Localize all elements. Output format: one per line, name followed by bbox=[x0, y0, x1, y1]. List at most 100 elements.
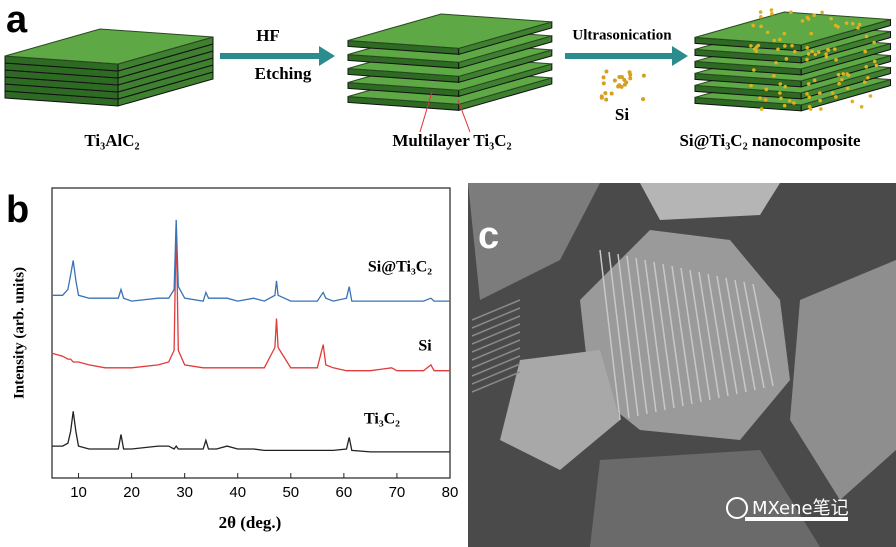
si-particle bbox=[836, 25, 840, 29]
sem-stripe bbox=[707, 273, 729, 397]
sem-stripe bbox=[617, 253, 639, 417]
series-label: Ti₃C₂ bbox=[364, 411, 400, 428]
si-particle bbox=[759, 107, 764, 111]
si-particle bbox=[813, 52, 818, 57]
si-particle bbox=[805, 92, 809, 96]
si-particle bbox=[604, 69, 609, 74]
si-particle bbox=[776, 47, 780, 52]
si-particle bbox=[874, 63, 879, 68]
sem-particle bbox=[580, 230, 790, 440]
si-particle bbox=[863, 49, 867, 54]
si-particle bbox=[872, 40, 876, 45]
sem-stripe bbox=[662, 263, 684, 407]
sem-stripe bbox=[471, 355, 521, 377]
si-label: Si bbox=[615, 105, 629, 124]
si-particle bbox=[818, 91, 822, 95]
si-particle bbox=[809, 31, 813, 36]
layer-top bbox=[694, 11, 891, 46]
si-particle bbox=[857, 22, 862, 27]
si-particle bbox=[779, 96, 783, 101]
si-particle bbox=[824, 52, 828, 56]
plot-frame bbox=[51, 187, 451, 479]
sem-stripe bbox=[653, 261, 675, 409]
x-tick-label: 10 bbox=[70, 484, 87, 501]
sem-stripe bbox=[752, 283, 774, 387]
sem-particle bbox=[640, 183, 780, 220]
si-particle bbox=[850, 21, 855, 26]
si-particle bbox=[770, 11, 774, 16]
x-axis-label: 2θ (deg.) bbox=[219, 513, 282, 532]
si-particle bbox=[778, 91, 782, 95]
si-particle bbox=[599, 95, 604, 100]
si-particle bbox=[859, 105, 864, 109]
si-particle bbox=[820, 10, 824, 15]
pointer bbox=[457, 99, 471, 133]
si-particle bbox=[840, 77, 844, 82]
material-label: Ti₃AlC₂ bbox=[84, 131, 139, 150]
si-particle bbox=[622, 77, 627, 82]
si-particle bbox=[782, 103, 787, 108]
panel-c: MXene笔记 c bbox=[468, 183, 896, 547]
si-particle bbox=[834, 58, 838, 62]
si-particle bbox=[805, 45, 809, 50]
si-particle bbox=[772, 38, 777, 43]
material-label: Multilayer Ti₃C₂ bbox=[392, 131, 511, 150]
pointer bbox=[419, 91, 433, 133]
sem-stripe bbox=[644, 259, 666, 411]
si-particle bbox=[790, 43, 794, 48]
si-particle bbox=[829, 16, 833, 21]
x-tick-label: 30 bbox=[176, 484, 193, 501]
arrow-head bbox=[672, 46, 688, 66]
panel-letter: a bbox=[6, 0, 28, 41]
si-particle bbox=[819, 107, 823, 111]
si-particle bbox=[856, 26, 860, 30]
layer-top bbox=[4, 28, 214, 65]
arrow-head bbox=[319, 46, 335, 66]
si-particle bbox=[759, 24, 763, 29]
si-particle bbox=[758, 96, 762, 100]
sem-stripe bbox=[608, 251, 630, 419]
si-particle bbox=[783, 44, 787, 48]
sem-stripe bbox=[689, 269, 711, 401]
sem-stripe bbox=[471, 339, 521, 361]
si-particle bbox=[807, 95, 812, 100]
si-particle bbox=[751, 23, 755, 28]
si-particle bbox=[787, 98, 792, 103]
watermark: MXene笔记 bbox=[752, 498, 849, 519]
si-particle bbox=[765, 30, 770, 35]
si-particle bbox=[792, 101, 796, 105]
si-particle bbox=[872, 59, 877, 64]
si-particle bbox=[824, 55, 829, 59]
si-particle bbox=[617, 74, 622, 79]
si-particle bbox=[604, 97, 609, 102]
si-particle bbox=[808, 107, 813, 111]
si-particle bbox=[826, 47, 830, 52]
sem-stripe bbox=[698, 271, 720, 399]
si-particle bbox=[641, 73, 646, 78]
sem-particle bbox=[790, 260, 896, 500]
sem-particle bbox=[468, 183, 600, 300]
series-line bbox=[52, 411, 450, 453]
si-particle bbox=[628, 76, 633, 81]
sem-stripe bbox=[471, 315, 521, 337]
sem-stripe bbox=[725, 277, 747, 393]
si-particle bbox=[769, 8, 774, 12]
si-particle bbox=[816, 50, 821, 54]
si-particle bbox=[792, 49, 797, 54]
si-particle bbox=[641, 97, 646, 102]
sem-stripe bbox=[680, 267, 702, 403]
x-tick-label: 80 bbox=[442, 484, 459, 501]
sem-stripe bbox=[471, 347, 521, 369]
si-particle bbox=[845, 86, 850, 91]
si-particle bbox=[601, 75, 606, 80]
series-line bbox=[52, 219, 450, 302]
panel-b: 10 20 30 40 50 60 70 80 Ti₃C₂ Si Si@Ti₃C₂ bbox=[51, 187, 459, 501]
si-particle bbox=[850, 99, 855, 104]
sem-stripe bbox=[734, 279, 756, 391]
series-label: Si@Ti₃C₂ bbox=[368, 259, 432, 276]
watermark-icon bbox=[726, 497, 748, 519]
si-particle bbox=[628, 72, 633, 77]
sem-stripe bbox=[599, 249, 621, 421]
si-particle bbox=[836, 72, 841, 77]
